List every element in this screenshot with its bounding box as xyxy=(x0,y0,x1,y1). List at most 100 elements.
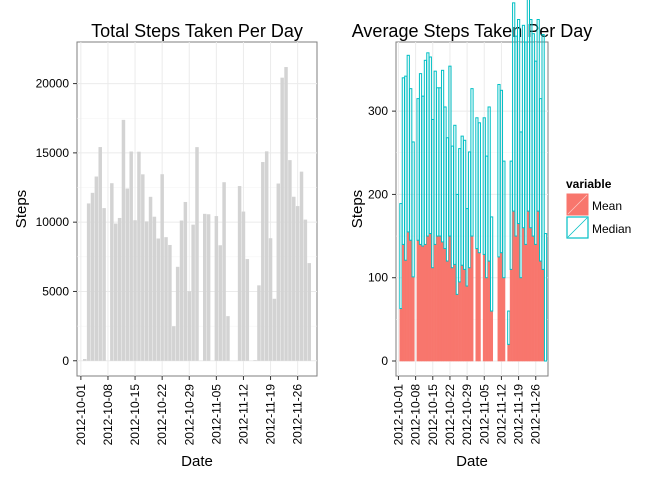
bar xyxy=(292,196,296,361)
bar-mean xyxy=(401,244,405,362)
bar-mean xyxy=(428,233,432,362)
bar xyxy=(206,214,211,361)
bar xyxy=(276,183,281,361)
bar-mean xyxy=(470,235,474,362)
x-tick-label: 2012-11-19 xyxy=(264,384,278,445)
bar-mean xyxy=(497,256,501,362)
bar-median xyxy=(411,141,415,278)
bar-mean xyxy=(514,235,518,362)
bar-median xyxy=(470,88,474,237)
bar xyxy=(133,220,137,361)
bar xyxy=(257,285,261,361)
bar xyxy=(168,244,172,361)
bar xyxy=(102,208,106,361)
bar xyxy=(156,238,161,361)
x-tick-label: 2012-10-15 xyxy=(426,384,440,446)
x-axis: 2012-10-01 2012-10-08 2012-10-15 2012-10-22… xyxy=(391,376,543,446)
bar-mean xyxy=(519,277,523,362)
bar xyxy=(94,176,99,361)
bar-mean xyxy=(526,210,530,362)
bar xyxy=(272,298,277,361)
bar xyxy=(195,147,199,361)
bar-mean xyxy=(404,259,408,362)
y-tick-label: 300 xyxy=(368,104,388,118)
bar-mean xyxy=(463,269,467,362)
bar-mean xyxy=(446,260,449,362)
bar xyxy=(245,259,250,361)
bar-mean xyxy=(509,269,513,362)
bar xyxy=(253,360,257,361)
x-tick-label: 2012-10-01 xyxy=(74,384,88,446)
bar-median xyxy=(477,122,481,254)
bar-mean xyxy=(455,294,459,362)
bar xyxy=(129,151,133,361)
bar xyxy=(264,151,269,361)
legend-item-mean: Mean xyxy=(566,193,622,216)
x-tick-label: 2012-11-12 xyxy=(236,384,250,445)
bar xyxy=(295,206,300,361)
bar xyxy=(288,160,292,361)
x-tick-label: 2012-11-12 xyxy=(494,384,508,445)
x-tick-label: 2012-10-29 xyxy=(460,384,474,446)
bar-median xyxy=(487,106,491,262)
bar xyxy=(307,263,311,361)
bar xyxy=(117,217,122,361)
bar-mean xyxy=(399,308,403,362)
bar-mean xyxy=(502,277,506,362)
bar xyxy=(144,221,149,361)
bar-mean xyxy=(441,241,444,362)
bar xyxy=(222,182,226,361)
bar xyxy=(175,266,180,361)
bar-mean xyxy=(419,244,422,362)
bar-series xyxy=(399,0,548,362)
bar-mean xyxy=(411,276,415,362)
bar xyxy=(179,220,184,361)
bar-median xyxy=(502,160,506,279)
bar-mean xyxy=(406,231,410,362)
bar-mean xyxy=(465,285,469,362)
x-axis: 2012-10-01 2012-10-08 2012-10-15 2012-10-22… xyxy=(74,376,305,445)
bar xyxy=(280,77,284,361)
bar-mean xyxy=(431,267,435,362)
bar xyxy=(86,203,91,361)
legend-item-median: Median xyxy=(566,216,631,239)
bar-median xyxy=(541,34,545,270)
bar-mean xyxy=(433,244,437,362)
x-tick-label: 2012-11-26 xyxy=(529,384,543,445)
bar xyxy=(268,238,273,361)
y-axis-label: Steps xyxy=(13,190,30,228)
x-axis-label: Date xyxy=(181,453,213,470)
bar xyxy=(148,196,153,361)
bar-median xyxy=(543,233,548,362)
x-tick-label: 2012-11-26 xyxy=(291,384,305,445)
bar xyxy=(218,245,222,361)
bar xyxy=(203,213,207,361)
y-tick-label: 10000 xyxy=(36,215,70,229)
y-tick-label: 100 xyxy=(368,271,388,285)
bar xyxy=(98,147,102,361)
y-tick-label: 0 xyxy=(62,354,69,368)
bar-mean xyxy=(416,239,420,362)
x-tick-label: 2012-11-05 xyxy=(477,384,491,445)
bar-mean xyxy=(536,210,540,362)
bar-mean xyxy=(443,248,447,362)
bar xyxy=(284,67,288,361)
legend-title: variable xyxy=(566,177,612,191)
x-axis-label: Date xyxy=(456,453,488,470)
bar-mean xyxy=(448,235,452,362)
bar xyxy=(125,188,130,361)
bar-mean xyxy=(468,267,471,362)
bar xyxy=(183,201,188,361)
x-tick-label: 2012-11-19 xyxy=(512,384,526,445)
bar xyxy=(214,216,219,361)
bar xyxy=(83,359,87,361)
bar xyxy=(160,174,164,361)
bar xyxy=(172,326,176,361)
chart-title: Average Steps Taken Per Day xyxy=(352,21,592,41)
y-tick-label: 5000 xyxy=(42,284,69,298)
bar-mean xyxy=(512,210,516,362)
bar-median xyxy=(516,19,521,225)
bar xyxy=(303,219,308,361)
legend-label-mean: Mean xyxy=(592,199,622,213)
